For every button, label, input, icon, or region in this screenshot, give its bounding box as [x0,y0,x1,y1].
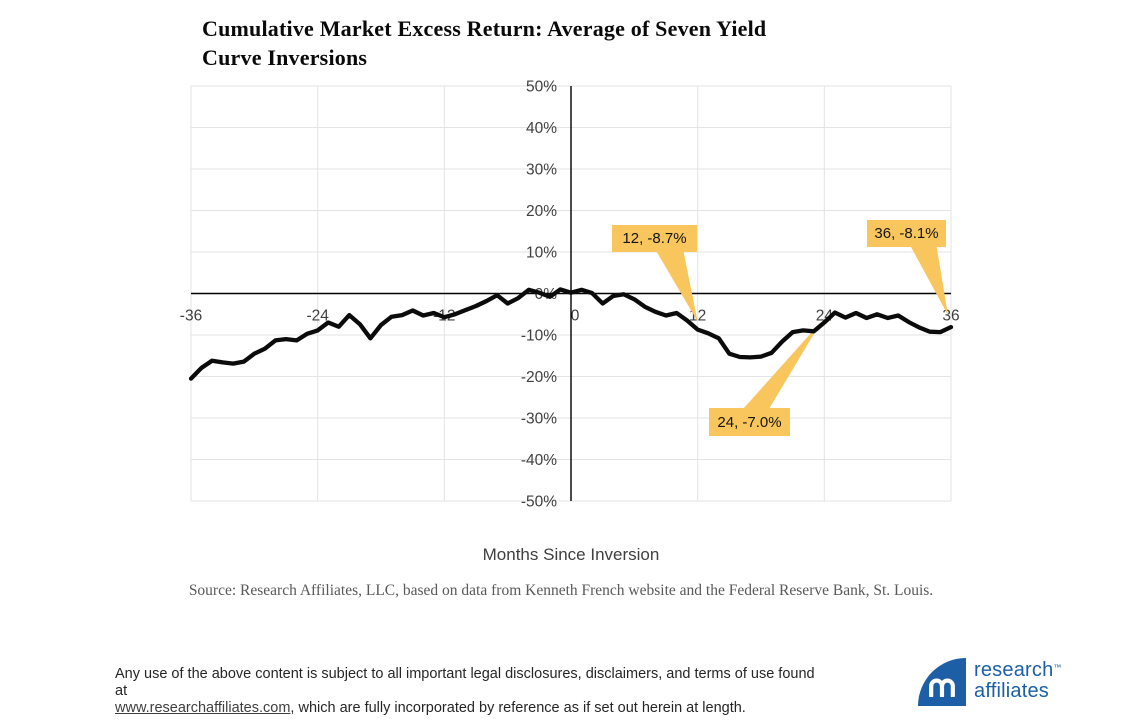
logo-word-affiliates: affiliates [974,679,1050,702]
x-axis-tick-label: 0 [571,308,580,325]
callout-pointer [910,246,948,316]
x-axis-tick-label: 12 [689,308,706,325]
research-affiliates-logo: research™ affiliates [918,658,1062,706]
legal-line2-rest: , which are fully incorporated by refere… [290,700,746,716]
y-axis-tick-label: -30% [521,411,557,428]
excess-return-line [188,287,954,381]
trademark-symbol: ™ [1053,663,1062,672]
callout-month-36: 36, -8.1% [867,220,946,247]
callout-month-24-label: 24, -7.0% [717,413,782,431]
callout-month-36-label: 36, -8.1% [874,225,939,242]
chart-title-line2: Curve Inversions [202,45,368,70]
y-axis-tick-label: -20% [521,369,557,386]
x-axis-title: Months Since Inversion [482,545,660,564]
y-axis-tick-label: 20% [526,203,557,220]
researchaffiliates-link[interactable]: www.researchaffiliates.com [115,700,291,716]
y-axis-tick-label: 30% [526,162,557,179]
y-axis-tick-label: -40% [521,452,557,469]
x-axis-tick-label: 24 [816,308,834,325]
x-axis-tick-label: -36 [180,308,202,325]
x-axis-tick-label: -24 [306,308,329,325]
chart-title: Cumulative Market Excess Return: Average… [202,14,902,72]
callout-month-12-label: 12, -8.7% [622,230,687,247]
chart-title-line1: Cumulative Market Excess Return: Average… [202,16,767,41]
source-attribution: Source: Research Affiliates, LLC, based … [188,582,934,599]
y-axis-tick-label: 0% [535,286,558,303]
legal-line2: www.researchaffiliates.com, which are fu… [115,700,815,717]
y-axis-tick-label: 50% [526,79,557,96]
x-axis-tick-label: 36 [942,308,959,325]
logo-word-research: research™ [974,659,1062,681]
callout-pointer [743,321,822,409]
y-axis-tick-label: 10% [526,245,557,262]
callout-pointer [656,251,698,322]
legal-disclaimer: Any use of the above content is subject … [115,666,815,717]
callout-month-24: 24, -7.0% [709,408,790,436]
y-axis-tick-label: -10% [521,328,557,345]
y-axis-tick-label: -50% [521,494,557,511]
y-axis-tick-label: 40% [526,120,557,137]
legal-line1: Any use of the above content is subject … [115,666,815,699]
x-axis-tick-label: -12 [433,308,455,325]
ra-monogram-icon [918,658,966,706]
logo-wordmark: research™ affiliates [974,660,1062,701]
callout-month-12: 12, -8.7% [612,225,697,252]
